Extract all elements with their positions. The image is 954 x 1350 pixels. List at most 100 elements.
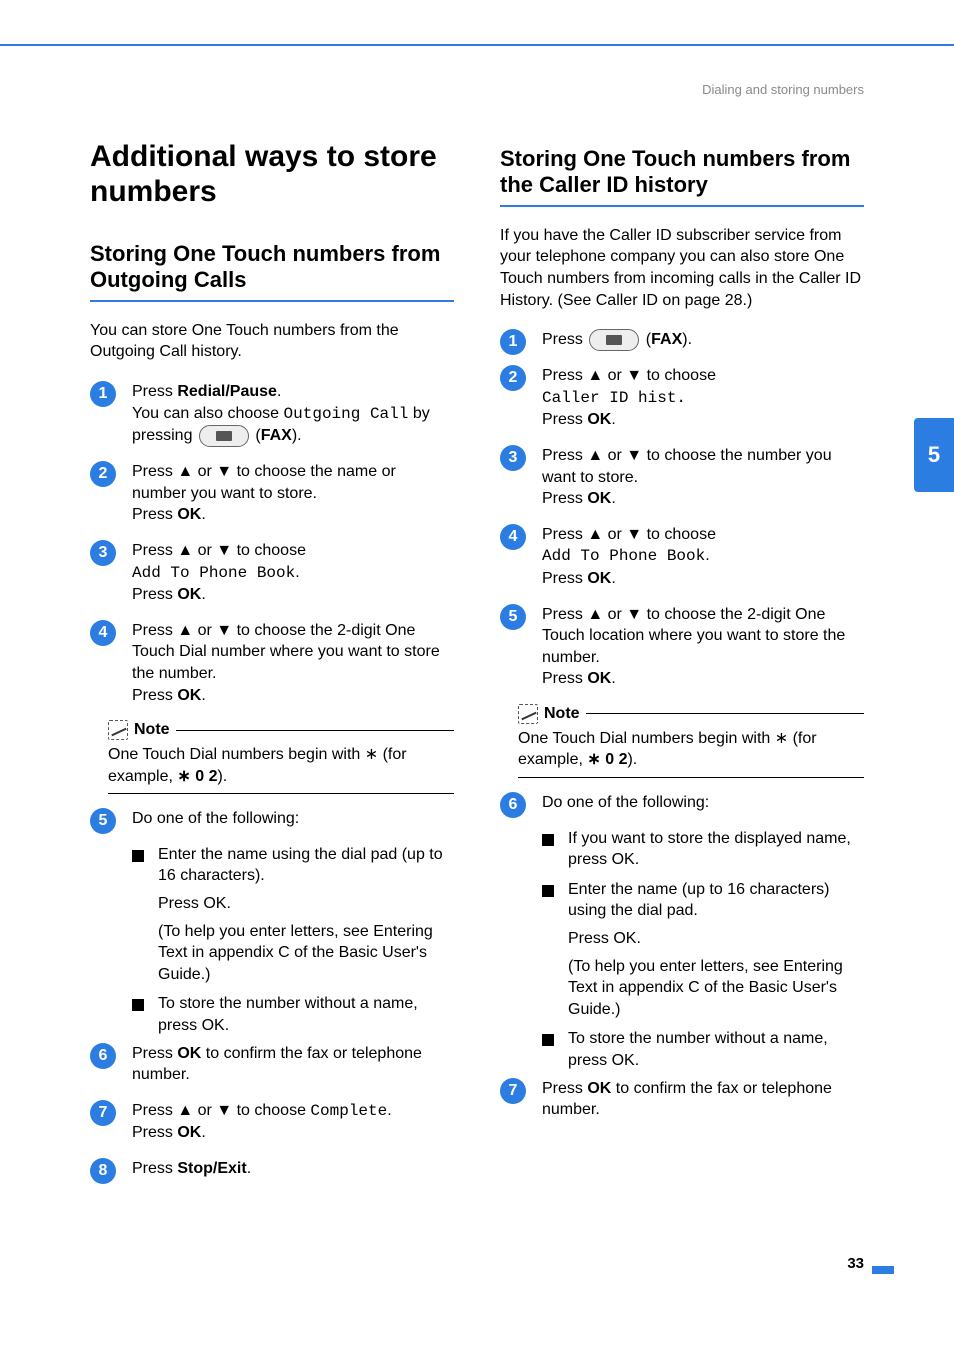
note-icon — [108, 720, 128, 740]
step-text: Press ▲ or ▼ to choose — [542, 526, 716, 543]
sub-bullet: Enter the name using the dial pad (up to… — [132, 844, 454, 887]
step-text: Press — [542, 570, 587, 587]
step-text: of the — [700, 979, 749, 996]
ok-label: OK — [587, 490, 611, 507]
intro-text: on page 28.) — [658, 292, 752, 309]
step-text: Press ▲ or ▼ to choose the number you wa… — [542, 447, 832, 486]
step-text: Press — [158, 895, 203, 912]
step-number-icon: 5 — [500, 604, 526, 630]
note-rule — [176, 730, 454, 731]
step-3: 3 Press ▲ or ▼ to choose the number you … — [500, 445, 864, 510]
ok-label: OK — [177, 506, 201, 523]
fax-label: FAX — [261, 427, 292, 444]
stop-exit-label: Stop/Exit — [177, 1160, 246, 1177]
sub-text: Press OK. — [158, 893, 454, 915]
main-heading: Additional ways to store numbers — [90, 140, 454, 209]
step-text: Press — [132, 506, 177, 523]
step-8: 8 Press Stop/Exit. — [90, 1158, 454, 1180]
page-number-bar — [872, 1266, 894, 1274]
step-text: ). — [292, 427, 302, 444]
step-text: Press ▲ or ▼ to choose — [132, 1102, 310, 1119]
step-number-icon: 6 — [90, 1043, 116, 1069]
content: Additional ways to store numbers Storing… — [90, 140, 864, 1194]
step-number-icon: 5 — [90, 808, 116, 834]
step-text: Press — [542, 331, 587, 348]
note-icon — [518, 704, 538, 724]
note-text: One Touch Dial numbers begin with — [108, 746, 365, 763]
note-block: Note One Touch Dial numbers begin with ∗… — [108, 720, 454, 794]
step-text: Press — [132, 1045, 177, 1062]
left-column: Additional ways to store numbers Storing… — [90, 140, 454, 1194]
step-text: of the — [290, 944, 339, 961]
step-text: Press ▲ or ▼ to choose the name or numbe… — [132, 463, 396, 502]
step-text: .) — [611, 1001, 621, 1018]
step-text: Press — [568, 930, 613, 947]
note-text: One Touch Dial numbers begin with — [518, 730, 775, 747]
ok-label: OK — [587, 570, 611, 587]
step-text: Press — [542, 490, 587, 507]
step-text: in — [597, 979, 618, 996]
step-text: (To help you enter letters, see — [158, 923, 373, 940]
ok-label: OK — [177, 687, 201, 704]
note-rule — [586, 713, 864, 714]
outgoing-call-mono: Outgoing Call — [284, 405, 409, 423]
sub-text: (To help you enter letters, see Entering… — [568, 956, 864, 1021]
step-5: 5 Press ▲ or ▼ to choose the 2-digit One… — [500, 604, 864, 690]
step-text: Press — [542, 411, 587, 428]
step-text: Press — [132, 383, 177, 400]
sub-bullet: Enter the name (up to 16 characters) usi… — [542, 879, 864, 922]
ok-label: OK — [587, 411, 611, 428]
step-number-icon: 6 — [500, 792, 526, 818]
note-text: ∗ — [365, 746, 378, 763]
section-heading-outgoing: Storing One Touch numbers from Outgoing … — [90, 241, 454, 302]
section-heading-callerid: Storing One Touch numbers from the Calle… — [500, 146, 864, 207]
step-text: You can also choose — [132, 405, 284, 422]
step-text: Press — [542, 670, 587, 687]
step-text: in — [187, 944, 208, 961]
fax-label: FAX — [651, 331, 682, 348]
step-number-icon: 4 — [90, 620, 116, 646]
note-title: Note — [134, 721, 170, 739]
step-4: 4 Press ▲ or ▼ to choose Add To Phone Bo… — [500, 524, 864, 590]
step-text: .) — [201, 966, 211, 983]
step-text: If you want to store the displayed name,… — [568, 830, 851, 869]
step-text: appendix C — [209, 944, 290, 961]
step-text: Press — [542, 1080, 587, 1097]
step-text: Do one of the following: — [132, 810, 299, 827]
step-number-icon: 4 — [500, 524, 526, 550]
sub-text: Press OK. — [568, 928, 864, 950]
fax-key-icon — [587, 329, 641, 351]
ok-label: OK — [177, 1045, 201, 1062]
step-text: Press ▲ or ▼ to choose — [542, 367, 716, 384]
ok-label: OK — [613, 930, 636, 947]
note-block: Note One Touch Dial numbers begin with ∗… — [518, 704, 864, 778]
top-rule — [0, 44, 954, 46]
note-text: ∗ — [775, 730, 788, 747]
note-text: ). — [627, 751, 637, 768]
step-7: 7 Press OK to confirm the fax or telepho… — [500, 1078, 864, 1121]
note-head: Note — [108, 720, 454, 740]
step-1: 1 Press Redial/Pause. You can also choos… — [90, 381, 454, 447]
step-6: 6 Press OK to confirm the fax or telepho… — [90, 1043, 454, 1086]
add-phone-book-mono: Add To Phone Book — [542, 547, 705, 565]
note-title: Note — [544, 705, 580, 723]
step-7: 7 Press ▲ or ▼ to choose Complete. Press… — [90, 1100, 454, 1144]
step-number-icon: 2 — [90, 461, 116, 487]
step-text: Do one of the following: — [542, 794, 709, 811]
complete-mono: Complete — [310, 1102, 387, 1120]
step-number-icon: 2 — [500, 365, 526, 391]
breadcrumb: Dialing and storing numbers — [702, 82, 864, 97]
step-text: Press — [132, 687, 177, 704]
step-text: Press ▲ or ▼ to choose — [132, 542, 306, 559]
fax-key-icon — [197, 425, 251, 447]
step-2: 2 Press ▲ or ▼ to choose the name or num… — [90, 461, 454, 526]
step-text: (To help you enter letters, see — [568, 958, 783, 975]
ok-label: OK — [202, 1017, 225, 1034]
step-2: 2 Press ▲ or ▼ to choose Caller ID hist.… — [500, 365, 864, 431]
caller-id-hist-mono: Caller ID hist. — [542, 389, 686, 407]
sub-bullet: To store the number without a name, pres… — [542, 1028, 864, 1071]
intro-text: Caller ID — [596, 292, 658, 309]
step-number-icon: 7 — [90, 1100, 116, 1126]
step-number-icon: 3 — [90, 540, 116, 566]
step-text: ). — [682, 331, 692, 348]
